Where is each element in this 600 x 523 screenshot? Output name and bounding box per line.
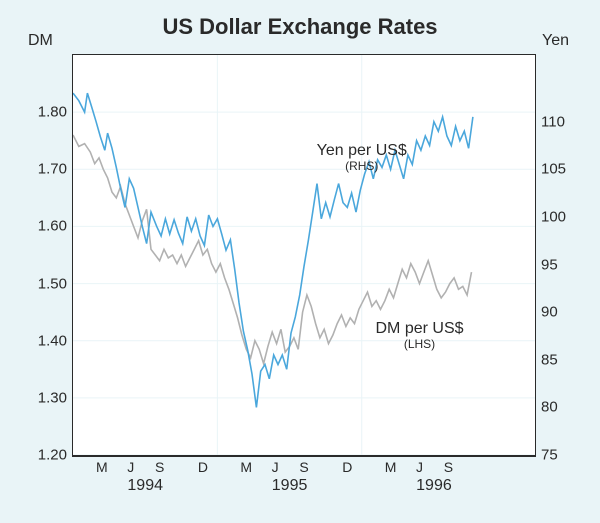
xtick-month: S bbox=[155, 459, 164, 475]
series-yen-line bbox=[73, 93, 473, 407]
chart-title: US Dollar Exchange Rates bbox=[0, 14, 600, 40]
xtick-month: J bbox=[416, 459, 423, 475]
ytick-right: 105 bbox=[541, 161, 566, 178]
xtick-month: S bbox=[299, 459, 308, 475]
xtick-month: J bbox=[272, 459, 279, 475]
ytick-left: 1.20 bbox=[38, 447, 67, 464]
ytick-left: 1.80 bbox=[38, 104, 67, 121]
ytick-left: 1.50 bbox=[38, 275, 67, 292]
xtick-month: D bbox=[342, 459, 352, 475]
ytick-right: 95 bbox=[541, 256, 558, 273]
xtick-month: M bbox=[240, 459, 252, 475]
ytick-right: 80 bbox=[541, 399, 558, 416]
ytick-right: 90 bbox=[541, 304, 558, 321]
right-axis-label: Yen bbox=[542, 32, 569, 50]
xtick-year: 1994 bbox=[127, 477, 163, 495]
xtick-month: J bbox=[127, 459, 134, 475]
plot-area: 1.201.301.401.501.601.701.80758085909510… bbox=[72, 54, 536, 457]
left-axis-label: DM bbox=[28, 32, 53, 50]
series-label-yen: Yen per US$(RHS) bbox=[302, 142, 422, 174]
series-label-dm: DM per US$(LHS) bbox=[360, 320, 480, 352]
xtick-month: S bbox=[444, 459, 453, 475]
xtick-year: 1995 bbox=[272, 477, 308, 495]
ytick-left: 1.70 bbox=[38, 161, 67, 178]
xtick-month: D bbox=[198, 459, 208, 475]
ytick-left: 1.30 bbox=[38, 389, 67, 406]
ytick-right: 75 bbox=[541, 447, 558, 464]
xtick-month: M bbox=[96, 459, 108, 475]
ytick-left: 1.60 bbox=[38, 218, 67, 235]
ytick-right: 100 bbox=[541, 208, 566, 225]
ytick-right: 85 bbox=[541, 351, 558, 368]
ytick-right: 110 bbox=[541, 113, 565, 130]
xtick-year: 1996 bbox=[416, 477, 452, 495]
xtick-month: M bbox=[385, 459, 397, 475]
ytick-left: 1.40 bbox=[38, 332, 67, 349]
